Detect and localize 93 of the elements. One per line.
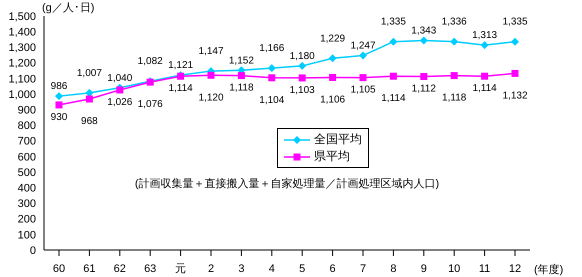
x-tick-label: 62 xyxy=(114,262,126,275)
y-tick-label: 1,500 xyxy=(8,10,36,23)
x-tick-label: 2 xyxy=(208,262,214,275)
data-label: 1,343 xyxy=(411,25,437,36)
y-tick-label: 1,400 xyxy=(8,26,36,39)
legend-label: 全国平均 xyxy=(314,131,362,148)
data-label: 1,103 xyxy=(290,84,316,96)
data-label: 1,132 xyxy=(502,90,528,102)
data-label: 1,112 xyxy=(412,84,436,95)
data-label: 1,114 xyxy=(472,83,498,94)
y-tick-label: 600 xyxy=(18,151,36,164)
data-label: 1,040 xyxy=(107,72,133,84)
x-tick-label: 5 xyxy=(299,262,306,275)
point xyxy=(86,95,93,102)
data-label: 1,105 xyxy=(350,84,376,96)
point xyxy=(420,73,428,80)
data-label: 1,313 xyxy=(472,30,498,42)
data-label: 1,106 xyxy=(320,94,346,106)
data-label: 930 xyxy=(50,112,68,123)
data-label: 1,120 xyxy=(198,92,224,104)
data-label: 1,118 xyxy=(442,92,467,104)
y-tick-label: 500 xyxy=(18,166,36,179)
data-label: 1,121 xyxy=(168,60,194,72)
point xyxy=(55,92,63,100)
point xyxy=(420,36,428,44)
data-label: 1,076 xyxy=(138,99,164,110)
x-tick-label: 8 xyxy=(390,262,396,275)
point xyxy=(360,74,366,82)
data-label: 1,166 xyxy=(259,43,285,54)
y-tick-label: 900 xyxy=(18,104,36,117)
y-tick-label: 200 xyxy=(18,214,36,226)
x-tick-label: 10 xyxy=(448,262,460,275)
x-tick-label: 4 xyxy=(268,262,275,275)
data-label: 1,114 xyxy=(168,83,194,94)
y-tick-label: 700 xyxy=(18,136,36,148)
data-label: 986 xyxy=(50,81,68,92)
y-tick-label: 0 xyxy=(30,244,36,257)
data-label: 1,026 xyxy=(107,96,133,108)
x-tick-label: 12 xyxy=(508,262,522,275)
data-label: 1,118 xyxy=(229,82,254,94)
data-label: 1,007 xyxy=(76,68,102,79)
point xyxy=(208,72,214,79)
point xyxy=(480,41,489,50)
data-label: 1,082 xyxy=(138,56,164,68)
x-tick-label: 61 xyxy=(83,262,96,275)
data-label: 1,336 xyxy=(442,16,468,28)
point xyxy=(389,38,398,46)
point xyxy=(511,38,519,46)
data-label: 1,335 xyxy=(502,16,528,28)
data-label: 1,247 xyxy=(350,40,376,52)
x-axis-title: (年度) xyxy=(534,262,564,277)
y-tick-label: 100 xyxy=(18,229,36,242)
point xyxy=(268,74,276,82)
point xyxy=(56,101,62,108)
data-label: 1,147 xyxy=(198,46,224,58)
x-tick-label: 9 xyxy=(420,262,427,275)
data-label: 968 xyxy=(81,116,98,127)
y-tick-label: 400 xyxy=(18,182,36,195)
x-tick-label: 60 xyxy=(52,262,66,275)
x-tick-label: 11 xyxy=(478,262,490,275)
data-label: 1,335 xyxy=(380,16,406,28)
y-tick-label: 1,000 xyxy=(8,88,36,101)
point xyxy=(390,72,397,80)
point xyxy=(359,51,367,60)
y-tick-label: 1,300 xyxy=(8,42,36,54)
data-label: 1,229 xyxy=(320,33,346,44)
point xyxy=(238,72,245,80)
point xyxy=(298,74,306,82)
point xyxy=(268,64,276,72)
y-tick-label: 800 xyxy=(18,120,36,132)
point xyxy=(116,86,124,94)
x-tick-label: 7 xyxy=(360,262,366,275)
point xyxy=(450,72,458,80)
data-label: 1,104 xyxy=(259,94,285,106)
point xyxy=(450,38,458,46)
point xyxy=(329,74,336,81)
data-label: 1,180 xyxy=(290,50,316,62)
point xyxy=(512,70,518,77)
y-tick-label: 1,100 xyxy=(8,73,36,86)
x-tick-label: 63 xyxy=(144,262,156,275)
y-axis-title: (g／人･日) xyxy=(42,1,94,15)
x-tick-label: 6 xyxy=(330,262,336,275)
data-label: 1,114 xyxy=(381,93,406,104)
data-label: 1,152 xyxy=(228,55,254,66)
point xyxy=(481,72,488,80)
y-tick-label: 1,200 xyxy=(8,58,36,70)
point xyxy=(298,62,306,70)
point xyxy=(328,54,337,62)
annotation: (計画収集量＋直接搬入量＋自家処理量／計画処理区域内人口) xyxy=(134,176,440,191)
x-tick-label: 3 xyxy=(238,262,244,275)
legend-label: 県平均 xyxy=(314,148,350,165)
x-tick-label: 元 xyxy=(175,262,186,275)
y-tick-label: 300 xyxy=(18,198,36,210)
